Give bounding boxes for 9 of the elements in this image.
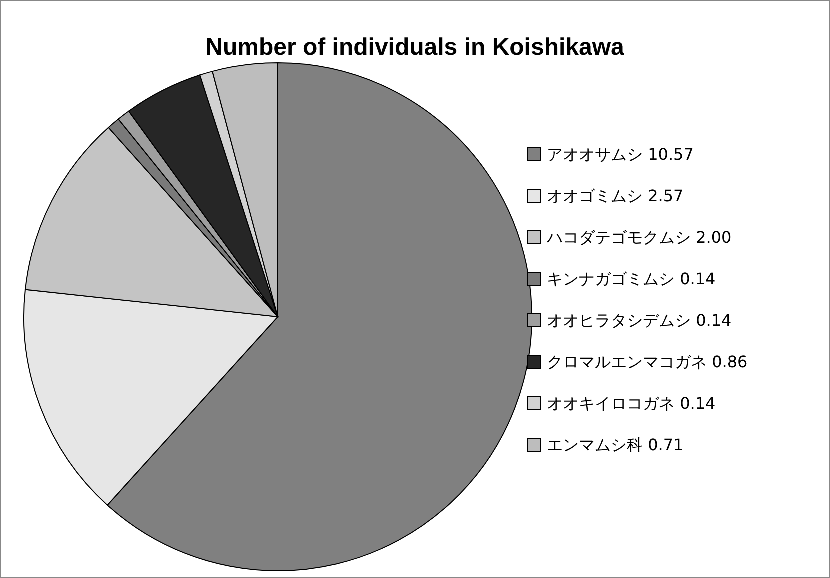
legend-label: エンマムシ科 0.71 [547, 436, 684, 454]
chart-title: Number of individuals in Koishikawa [206, 34, 626, 61]
legend-label: オオキイロコガネ 0.14 [547, 394, 716, 413]
legend-label: キンナガゴミムシ 0.14 [547, 270, 716, 288]
legend-label: ハコダテゴモクムシ 2.00 [546, 228, 732, 247]
legend-label: オオヒラタシデムシ 0.14 [547, 311, 732, 330]
legend-label: オオゴミムシ 2.57 [547, 186, 684, 206]
legend-label: アオオサムシ 10.57 [547, 145, 694, 164]
legend-label: クロマルエンマコガネ 0.86 [547, 352, 748, 372]
